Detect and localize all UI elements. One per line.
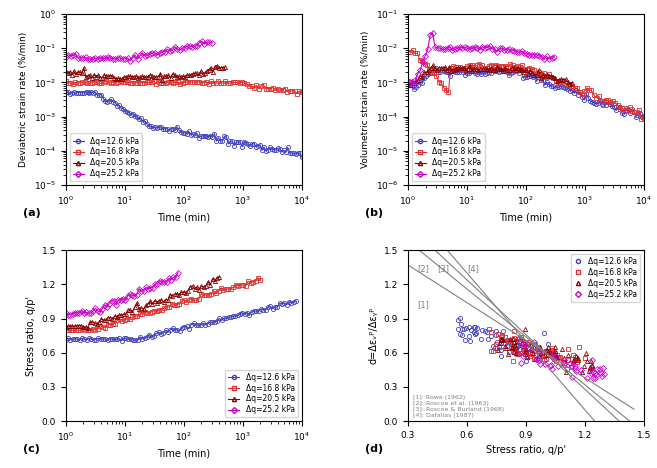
X-axis label: Stress ratio, q/p': Stress ratio, q/p' <box>486 446 566 455</box>
Text: [3]: [3] <box>438 263 449 273</box>
Legend: Δq=12.6 kPa, Δq=16.8 kPa, Δq=20.5 kPa, Δq=25.2 kPa: Δq=12.6 kPa, Δq=16.8 kPa, Δq=20.5 kPa, Δ… <box>571 254 640 302</box>
X-axis label: Time (min): Time (min) <box>499 213 553 223</box>
Text: (b): (b) <box>365 208 384 218</box>
Y-axis label: Volumetric strain rate (%/min): Volumetric strain rate (%/min) <box>361 31 370 168</box>
Y-axis label: Stress ratio, q/p': Stress ratio, q/p' <box>26 296 36 376</box>
Text: [1]: [1] <box>418 300 430 309</box>
Text: (a): (a) <box>23 208 41 218</box>
Text: (c): (c) <box>23 444 40 454</box>
Text: (d): (d) <box>365 444 384 454</box>
X-axis label: Time (min): Time (min) <box>157 213 210 223</box>
Text: [2]: [2] <box>418 263 430 273</box>
Legend: Δq=12.6 kPa, Δq=16.8 kPa, Δq=20.5 kPa, Δq=25.2 kPa: Δq=12.6 kPa, Δq=16.8 kPa, Δq=20.5 kPa, Δ… <box>412 133 485 181</box>
Legend: Δq=12.6 kPa, Δq=16.8 kPa, Δq=20.5 kPa, Δq=25.2 kPa: Δq=12.6 kPa, Δq=16.8 kPa, Δq=20.5 kPa, Δ… <box>225 370 298 417</box>
X-axis label: Time (min): Time (min) <box>157 449 210 459</box>
Y-axis label: d=Δεᵥᵖ/Δεᵧᵖ: d=Δεᵥᵖ/Δεᵧᵖ <box>368 307 378 365</box>
Legend: Δq=12.6 kPa, Δq=16.8 kPa, Δq=20.5 kPa, Δq=25.2 kPa: Δq=12.6 kPa, Δq=16.8 kPa, Δq=20.5 kPa, Δ… <box>70 133 143 181</box>
Text: [4]: [4] <box>467 263 479 273</box>
Y-axis label: Deviatoric strain rate (%/min): Deviatoric strain rate (%/min) <box>19 32 28 167</box>
Text: [1]: Rowe (1962)
[2]: Roscoe et al. (1963)
[3]: Roscoe & Burland (1968)
[4]: Daf: [1]: Rowe (1962) [2]: Roscoe et al. (196… <box>413 395 504 418</box>
